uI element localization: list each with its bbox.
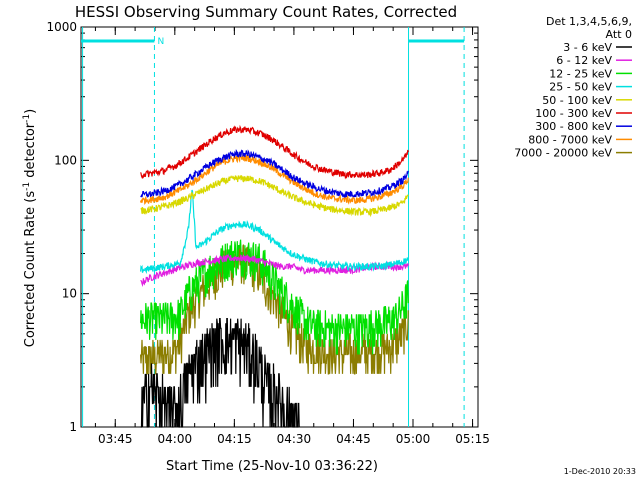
series-line-6-12-kev [140, 253, 409, 287]
legend-header-detectors: Det 1,3,4,5,6,9, [546, 15, 632, 28]
chart-title: HESSI Observing Summary Count Rates, Cor… [75, 3, 457, 21]
series-line-100-300-kev [140, 124, 409, 180]
legend-label-300-800-kev: 300 - 800 keV [535, 120, 612, 133]
y-tick-label: 1 [69, 420, 77, 434]
y-axis-label-sup2: -1 [22, 114, 32, 123]
x-tick-label: 04:15 [217, 432, 252, 446]
y-axis-label-mid: detector [23, 122, 38, 182]
y-tick-label: 10 [62, 287, 77, 301]
x-tick-label: 05:15 [455, 432, 490, 446]
y-axis-label-sup: -1 [22, 182, 32, 191]
legend-label-100-300-kev: 100 - 300 keV [535, 107, 612, 120]
x-tick-label: 04:00 [158, 432, 193, 446]
legend-label-50-100-kev: 50 - 100 keV [542, 94, 612, 107]
y-tick-label: 100 [54, 153, 77, 167]
series-line-12-25-kev [140, 239, 409, 355]
legend-label-7000-20000-kev: 7000 - 20000 keV [514, 147, 612, 160]
series-line-50-100-kev [140, 175, 409, 218]
legend-label-25-50-kev: 25 - 50 keV [549, 81, 612, 94]
y-axis-label-suffix: ) [23, 109, 38, 114]
series-line-800-7000-kev [140, 152, 409, 205]
x-axis-label: Start Time (25-Nov-10 03:36:22) [166, 459, 378, 474]
y-axis-label: Corrected Count Rate (s-1 detector-1) [22, 109, 38, 347]
legend-label-6-12-kev: 6 - 12 keV [556, 54, 612, 67]
plot-frame [80, 26, 479, 428]
y-tick-label: 1000 [46, 20, 77, 34]
legend-header-attenuator: Att 0 [606, 28, 632, 41]
legend-label-800-7000-kev: 800 - 7000 keV [528, 133, 612, 146]
series-line-25-50-kev [140, 189, 409, 275]
x-tick-label: 04:30 [277, 432, 312, 446]
series-line-300-800-kev [140, 149, 409, 198]
plot-layer: 1 10 100 1000 03:45 04:00 04:15 04:30 04:45 05:00… [46, 20, 489, 446]
legend-label-12-25-kev: 12 - 25 keV [549, 67, 612, 80]
cyan-bar-label: N [157, 37, 164, 47]
footer-timestamp: 1-Dec-2010 20:33 [564, 467, 636, 476]
x-tick-label: 04:45 [336, 432, 371, 446]
y-axis-label-prefix: Corrected Count Rate (s [23, 191, 38, 348]
x-tick-label: 03:45 [98, 432, 133, 446]
x-tick-label: 05:00 [396, 432, 431, 446]
legend-label-3-6-kev: 3 - 6 keV [563, 41, 612, 54]
series-line-3-6-kev [140, 318, 300, 428]
